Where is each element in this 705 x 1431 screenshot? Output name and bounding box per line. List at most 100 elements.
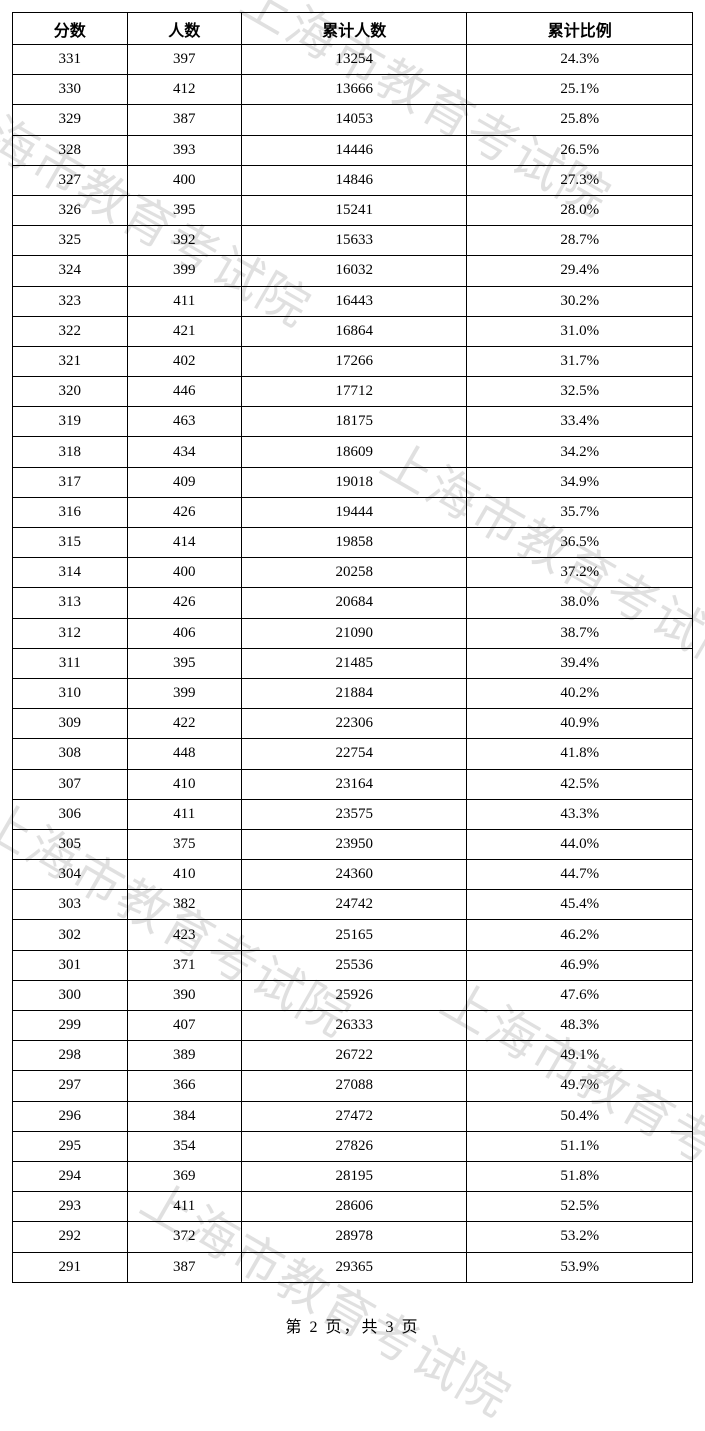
table-cell: 49.1% [467,1041,693,1071]
table-cell: 39.4% [467,648,693,678]
table-cell: 318 [13,437,128,467]
table-cell: 315 [13,528,128,558]
table-row: 2994072633348.3% [13,1011,693,1041]
table-cell: 322 [13,316,128,346]
table-row: 3243991603229.4% [13,256,693,286]
table-cell: 49.7% [467,1071,693,1101]
table-cell: 328 [13,135,128,165]
table-cell: 311 [13,648,128,678]
table-cell: 375 [127,829,242,859]
table-cell: 400 [127,165,242,195]
table-row: 2963842747250.4% [13,1101,693,1131]
table-cell: 331 [13,45,128,75]
table-cell: 14446 [242,135,467,165]
table-cell: 297 [13,1071,128,1101]
table-row: 3304121366625.1% [13,75,693,105]
table-cell: 16443 [242,286,467,316]
table-row: 3124062109038.7% [13,618,693,648]
table-cell: 37.2% [467,558,693,588]
table-row: 3094222230640.9% [13,709,693,739]
table-cell: 35.7% [467,497,693,527]
table-row: 3053752395044.0% [13,829,693,859]
table-cell: 26722 [242,1041,467,1071]
table-cell: 326 [13,195,128,225]
table-cell: 27826 [242,1131,467,1161]
table-cell: 421 [127,316,242,346]
table-cell: 389 [127,1041,242,1071]
table-row: 3214021726631.7% [13,346,693,376]
table-cell: 25.1% [467,75,693,105]
page-footer: 第 2 页，共 3 页 [12,1283,693,1347]
table-cell: 448 [127,739,242,769]
table-cell: 387 [127,105,242,135]
table-row: 3174091901834.9% [13,467,693,497]
table-cell: 15633 [242,226,467,256]
table-row: 3283931444626.5% [13,135,693,165]
table-cell: 18609 [242,437,467,467]
table-cell: 426 [127,588,242,618]
table-cell: 372 [127,1222,242,1252]
table-row: 2913872936553.9% [13,1252,693,1282]
table-cell: 47.6% [467,980,693,1010]
table-cell: 23164 [242,769,467,799]
table-cell: 13666 [242,75,467,105]
table-cell: 25926 [242,980,467,1010]
table-cell: 301 [13,950,128,980]
table-cell: 423 [127,920,242,950]
table-cell: 19018 [242,467,467,497]
table-cell: 422 [127,709,242,739]
table-cell: 292 [13,1222,128,1252]
table-cell: 42.5% [467,769,693,799]
table-row: 2953542782651.1% [13,1131,693,1161]
table-cell: 21090 [242,618,467,648]
table-cell: 24.3% [467,45,693,75]
table-cell: 34.9% [467,467,693,497]
table-cell: 34.2% [467,437,693,467]
table-cell: 16864 [242,316,467,346]
table-cell: 21884 [242,678,467,708]
table-row: 3064112357543.3% [13,799,693,829]
table-cell: 329 [13,105,128,135]
table-cell: 395 [127,195,242,225]
table-cell: 382 [127,890,242,920]
table-row: 3204461771232.5% [13,377,693,407]
table-row: 3184341860934.2% [13,437,693,467]
table-cell: 298 [13,1041,128,1071]
table-cell: 22306 [242,709,467,739]
table-cell: 305 [13,829,128,859]
table-cell: 40.2% [467,678,693,708]
table-cell: 17712 [242,377,467,407]
table-cell: 308 [13,739,128,769]
table-cell: 51.8% [467,1161,693,1191]
table-cell: 407 [127,1011,242,1041]
table-cell: 312 [13,618,128,648]
table-cell: 28978 [242,1222,467,1252]
table-cell: 320 [13,377,128,407]
table-row: 3253921563328.7% [13,226,693,256]
table-cell: 23575 [242,799,467,829]
table-cell: 463 [127,407,242,437]
table-row: 3024232516546.2% [13,920,693,950]
table-row: 2943692819551.8% [13,1161,693,1191]
table-cell: 369 [127,1161,242,1191]
table-cell: 14846 [242,165,467,195]
table-cell: 313 [13,588,128,618]
table-cell: 36.5% [467,528,693,558]
table-cell: 411 [127,1192,242,1222]
table-cell: 387 [127,1252,242,1282]
table-cell: 400 [127,558,242,588]
table-row: 3313971325424.3% [13,45,693,75]
table-cell: 41.8% [467,739,693,769]
table-cell: 330 [13,75,128,105]
table-cell: 29365 [242,1252,467,1282]
table-row: 3194631817533.4% [13,407,693,437]
table-cell: 397 [127,45,242,75]
table-row: 3234111644330.2% [13,286,693,316]
table-cell: 393 [127,135,242,165]
table-row: 2923722897853.2% [13,1222,693,1252]
table-cell: 306 [13,799,128,829]
table-cell: 26.5% [467,135,693,165]
table-cell: 15241 [242,195,467,225]
table-cell: 32.5% [467,377,693,407]
table-cell: 316 [13,497,128,527]
